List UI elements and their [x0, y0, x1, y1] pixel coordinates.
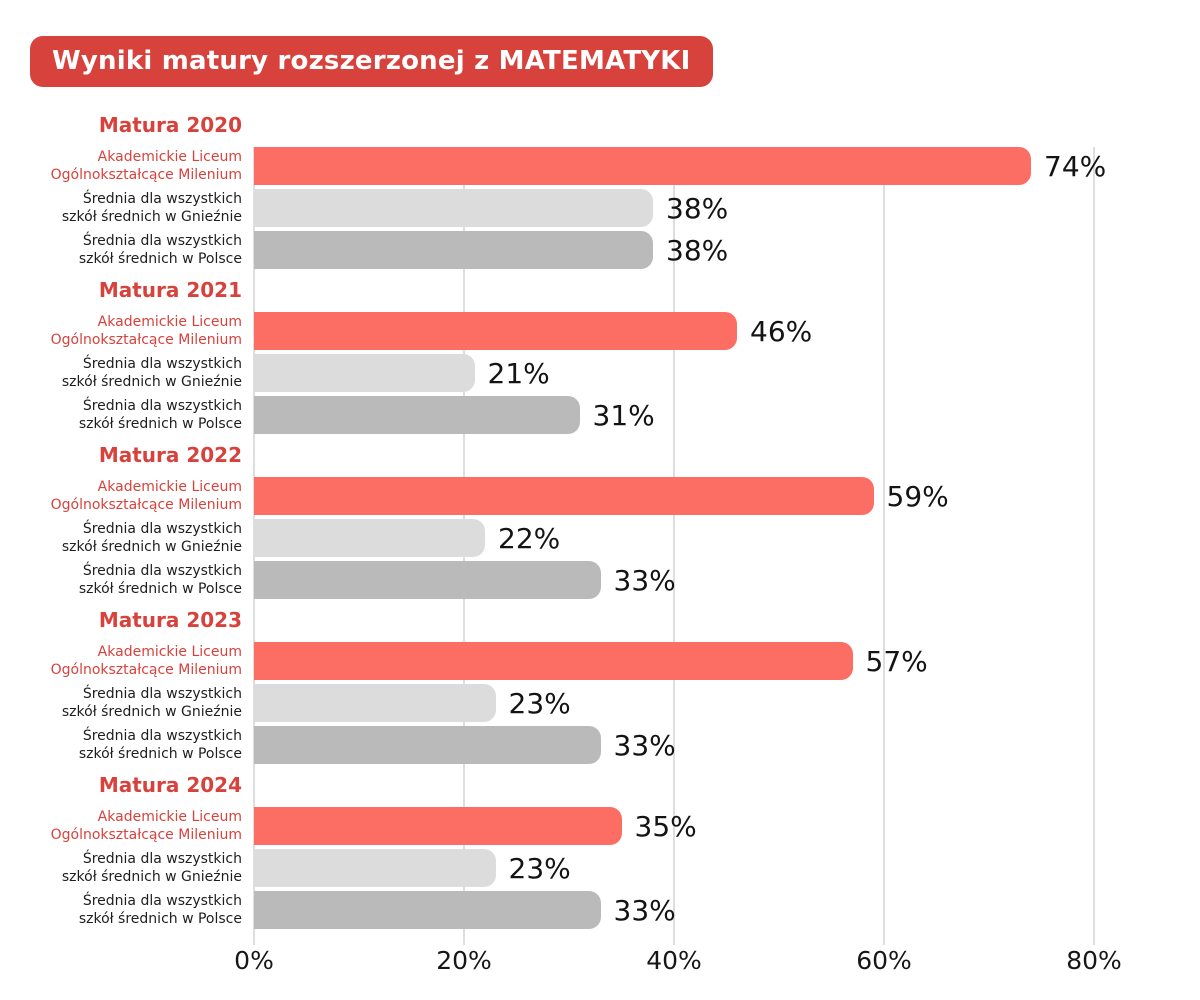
bar-row: Średnia dla wszystkich szkół średnich w G…: [0, 354, 1200, 392]
chart-body: Matura 2020 Akademickie Liceum Ogólnokszt…: [0, 112, 1200, 937]
bar-polska: [254, 561, 601, 599]
group-matura-2022: Matura 2022 Akademickie Liceum Ogólnokszt…: [0, 442, 1200, 599]
bar-row: Akademickie Liceum Ogólnokształcące Milen…: [0, 642, 1200, 680]
bar-gniezno: [254, 189, 653, 227]
group-header: Matura 2022: [98, 443, 242, 467]
bar-row: Średnia dla wszystkich szkół średnich w G…: [0, 684, 1200, 722]
x-axis-tick: 80%: [1066, 946, 1122, 975]
bar-value: 23%: [508, 686, 571, 720]
bar-label-milenium: Akademickie Liceum Ogólnokształcące Milen…: [50, 809, 242, 843]
bar-row: Średnia dla wszystkich szkół średnich w P…: [0, 396, 1200, 434]
bar-row: Akademickie Liceum Ogólnokształcące Milen…: [0, 477, 1200, 515]
bar-label-gniezno: Średnia dla wszystkich szkół średnich w G…: [61, 851, 242, 885]
bar-value: 31%: [592, 398, 655, 432]
bar-label-gniezno: Średnia dla wszystkich szkół średnich w G…: [61, 686, 242, 720]
group-matura-2023: Matura 2023 Akademickie Liceum Ogólnokszt…: [0, 607, 1200, 764]
bar-polska: [254, 231, 653, 269]
bar-label-milenium: Akademickie Liceum Ogólnokształcące Milen…: [50, 479, 242, 513]
bar-value: 38%: [666, 233, 729, 267]
bar-label-polska: Średnia dla wszystkich szkół średnich w P…: [78, 893, 242, 927]
bar-label-polska: Średnia dla wszystkich szkół średnich w P…: [78, 398, 242, 432]
bar-value: 21%: [487, 356, 550, 390]
bar-label-gniezno: Średnia dla wszystkich szkół średnich w G…: [61, 191, 242, 225]
bar-row: Średnia dla wszystkich szkół średnich w G…: [0, 849, 1200, 887]
bar-label-milenium: Akademickie Liceum Ogólnokształcące Milen…: [50, 314, 242, 348]
bar-polska: [254, 726, 601, 764]
x-axis-tick: 40%: [646, 946, 702, 975]
group-header: Matura 2024: [98, 773, 242, 797]
x-axis-tick: 20%: [436, 946, 492, 975]
x-axis-tick: 0%: [234, 946, 274, 975]
bar-polska: [254, 891, 601, 929]
bar-label-polska: Średnia dla wszystkich szkół średnich w P…: [78, 563, 242, 597]
bar-label-milenium: Akademickie Liceum Ogólnokształcące Milen…: [50, 149, 242, 183]
bar-value: 57%: [865, 644, 928, 678]
bar-milenium: [254, 807, 622, 845]
bar-label-polska: Średnia dla wszystkich szkół średnich w P…: [78, 728, 242, 762]
bar-value: 35%: [634, 809, 697, 843]
bar-row: Akademickie Liceum Ogólnokształcące Milen…: [0, 312, 1200, 350]
bar-row: Średnia dla wszystkich szkół średnich w G…: [0, 519, 1200, 557]
bar-row: Średnia dla wszystkich szkół średnich w G…: [0, 189, 1200, 227]
bar-value: 38%: [666, 191, 729, 225]
bar-row: Średnia dla wszystkich szkół średnich w P…: [0, 726, 1200, 764]
group-matura-2024: Matura 2024 Akademickie Liceum Ogólnokszt…: [0, 772, 1200, 929]
x-axis-tick: 60%: [856, 946, 912, 975]
bar-row: Średnia dla wszystkich szkół średnich w P…: [0, 231, 1200, 269]
bar-value: 22%: [498, 521, 561, 555]
bar-gniezno: [254, 849, 496, 887]
bar-value: 59%: [886, 479, 949, 513]
chart-title-badge: Wyniki matury rozszerzonej z MATEMATYKI: [30, 36, 713, 87]
bar-milenium: [254, 477, 874, 515]
bar-milenium: [254, 642, 853, 680]
bar-polska: [254, 396, 580, 434]
bar-row: Akademickie Liceum Ogólnokształcące Milen…: [0, 807, 1200, 845]
x-axis: 0% 20% 40% 60% 80%: [0, 946, 1200, 978]
bar-label-gniezno: Średnia dla wszystkich szkół średnich w G…: [61, 521, 242, 555]
bar-value: 33%: [613, 563, 676, 597]
bar-row: Średnia dla wszystkich szkół średnich w P…: [0, 891, 1200, 929]
bar-gniezno: [254, 519, 485, 557]
bar-label-gniezno: Średnia dla wszystkich szkół średnich w G…: [61, 356, 242, 390]
bar-value: 46%: [750, 314, 813, 348]
bar-label-polska: Średnia dla wszystkich szkół średnich w P…: [78, 233, 242, 267]
bar-label-milenium: Akademickie Liceum Ogólnokształcące Milen…: [50, 644, 242, 678]
bar-gniezno: [254, 354, 475, 392]
bar-row: Akademickie Liceum Ogólnokształcące Milen…: [0, 147, 1200, 185]
group-header: Matura 2021: [98, 278, 242, 302]
bar-milenium: [254, 312, 737, 350]
bar-milenium: [254, 147, 1031, 185]
group-matura-2021: Matura 2021 Akademickie Liceum Ogólnokszt…: [0, 277, 1200, 434]
bar-gniezno: [254, 684, 496, 722]
bar-value: 74%: [1044, 149, 1107, 183]
bar-row: Średnia dla wszystkich szkół średnich w P…: [0, 561, 1200, 599]
bar-value: 23%: [508, 851, 571, 885]
group-matura-2020: Matura 2020 Akademickie Liceum Ogólnokszt…: [0, 112, 1200, 269]
bar-value: 33%: [613, 728, 676, 762]
group-header: Matura 2023: [98, 608, 242, 632]
group-header: Matura 2020: [98, 113, 242, 137]
bar-value: 33%: [613, 893, 676, 927]
